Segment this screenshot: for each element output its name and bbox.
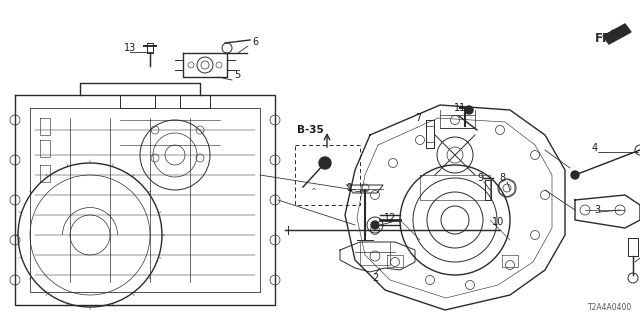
Circle shape	[465, 106, 473, 114]
Bar	[295, 145, 360, 205]
Text: B-35: B-35	[297, 125, 324, 135]
Circle shape	[571, 171, 579, 179]
Text: FR.: FR.	[595, 31, 617, 44]
Text: T2A4A0400: T2A4A0400	[588, 303, 632, 312]
Text: 9: 9	[477, 173, 483, 183]
Text: 1: 1	[347, 183, 353, 193]
Text: 8: 8	[499, 173, 505, 183]
Text: 10: 10	[492, 217, 504, 227]
Circle shape	[371, 221, 379, 229]
Text: 11: 11	[454, 103, 466, 113]
Text: 6: 6	[252, 37, 258, 47]
Text: ^: ^	[310, 188, 316, 194]
Text: 2: 2	[372, 273, 378, 283]
Circle shape	[319, 157, 331, 169]
Text: 3: 3	[594, 205, 600, 215]
Text: 5: 5	[234, 70, 240, 80]
Text: 12: 12	[384, 213, 396, 223]
Text: 4: 4	[592, 143, 598, 153]
Polygon shape	[603, 24, 631, 44]
Text: 7: 7	[415, 113, 421, 123]
Text: 13: 13	[124, 43, 136, 53]
